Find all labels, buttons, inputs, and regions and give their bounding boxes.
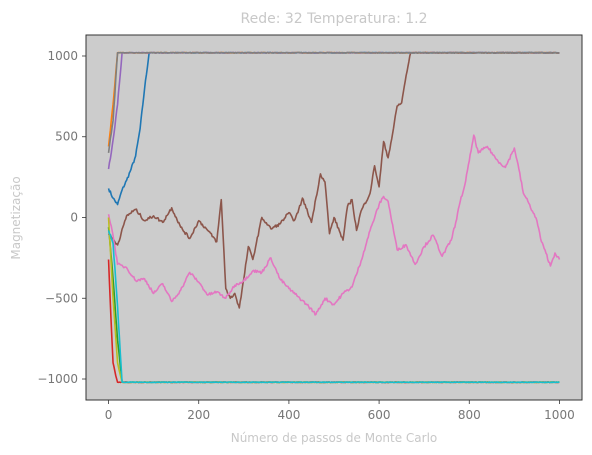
y-tick-label: −500	[45, 291, 78, 305]
x-axis-label: Número de passos de Monte Carlo	[231, 431, 438, 445]
x-tick-label: 0	[105, 408, 113, 422]
y-tick-label: −1000	[37, 372, 78, 386]
series-line-10	[107, 230, 560, 384]
series-group	[107, 51, 561, 384]
y-axis-ticks: −1000 −500 0 500 1000	[37, 49, 86, 386]
x-tick-label: 200	[187, 408, 210, 422]
x-tick-label: 400	[277, 408, 300, 422]
y-tick-label: 1000	[47, 49, 78, 63]
x-tick-label: 1000	[544, 408, 575, 422]
chart-title: Rede: 32 Temperatura: 1.2	[240, 11, 427, 27]
x-axis-ticks: 0 200 400 600 800 1000	[105, 400, 575, 422]
y-axis-label: Magnetização	[9, 176, 23, 259]
y-tick-label: 0	[70, 211, 78, 225]
series-line-7	[107, 134, 561, 316]
x-tick-label: 800	[458, 408, 481, 422]
x-tick-label: 600	[368, 408, 391, 422]
series-line-8	[107, 51, 560, 154]
y-tick-label: 500	[55, 130, 78, 144]
